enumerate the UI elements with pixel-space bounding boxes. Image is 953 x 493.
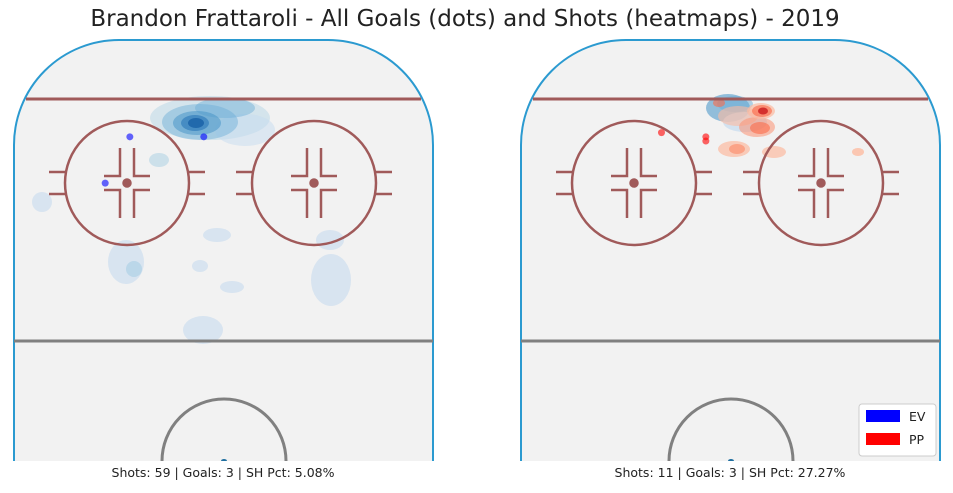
caption-pp: Shots: 11 | Goals: 3 | SH Pct: 27.27% [615,465,846,480]
goal-point [126,133,134,141]
rink-ev [13,39,434,461]
rink-boards [520,39,941,461]
chart-title: Brandon Frattaroli - All Goals (dots) an… [90,6,840,32]
legend-swatch-pp [866,433,900,445]
faceoff-circle-right [743,119,899,247]
rink-boards [13,39,434,461]
goal-points-pp [657,129,710,145]
faceoff-circle-right [236,119,392,247]
center-dot [221,459,227,461]
goal-point [702,137,710,145]
shot-density-ev [32,96,351,344]
legend-label-ev: EV [909,409,926,424]
goal-point [657,129,665,137]
legend-label-pp: PP [909,432,925,447]
shot-density-pp [706,94,864,158]
goal-points-ev [101,133,208,187]
center-circle [160,397,288,461]
caption-ev: Shots: 59 | Goals: 3 | SH Pct: 5.08% [112,465,335,480]
legend: EV PP [858,403,937,457]
faceoff-circle-left [556,119,712,247]
center-circle [667,397,795,461]
center-dot [728,459,734,461]
faceoff-circle-left [49,119,205,247]
rink-pp: EV PP [520,39,941,461]
goal-point [200,133,208,141]
goal-point [101,179,109,187]
legend-swatch-ev [866,410,900,422]
